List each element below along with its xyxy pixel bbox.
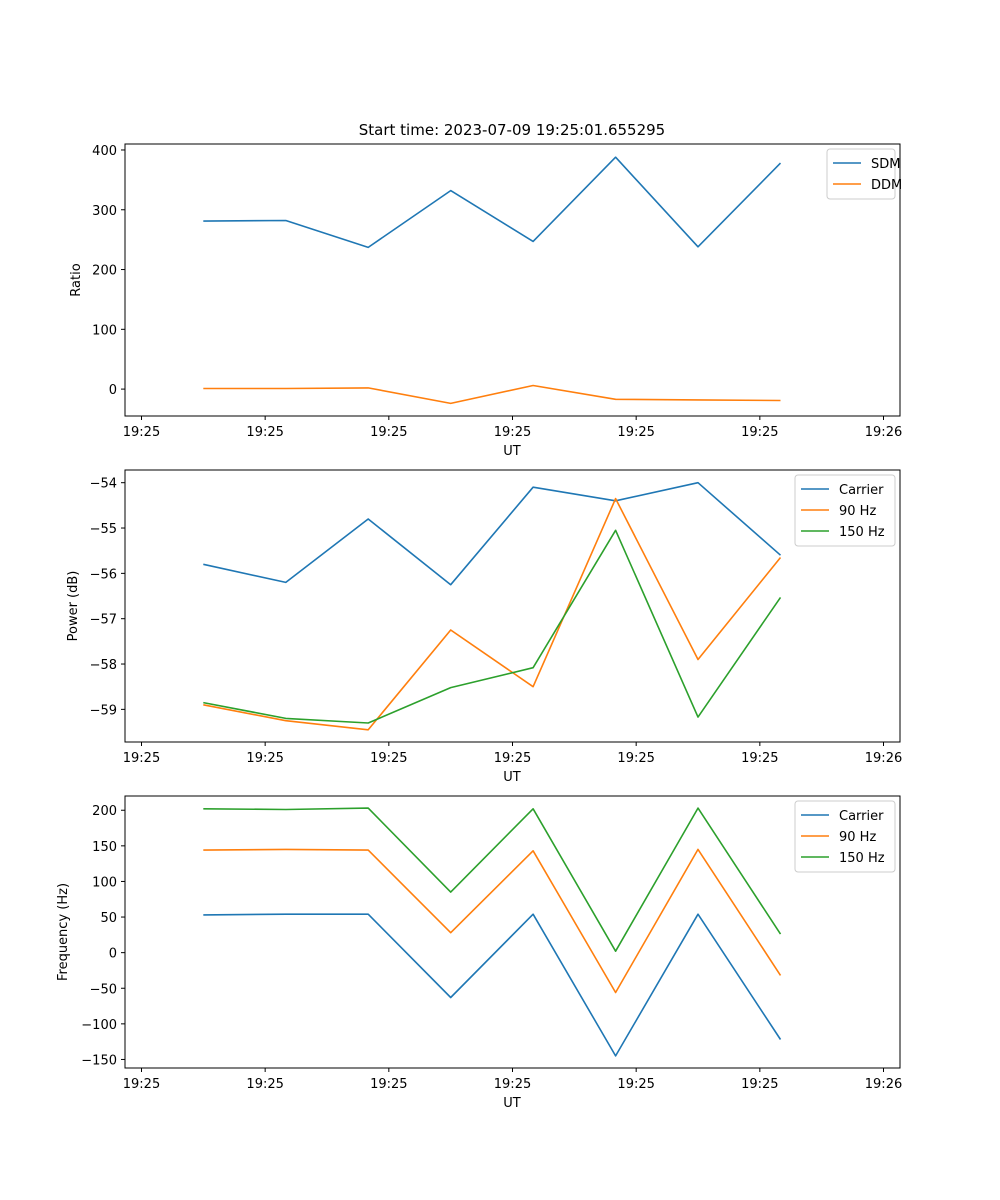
x-axis-label: UT	[503, 1096, 521, 1111]
y-tick-label: 100	[92, 323, 117, 338]
x-tick-label: 19:25	[370, 1077, 407, 1092]
x-tick-label: 19:26	[865, 751, 902, 766]
y-tick-label: 50	[100, 911, 117, 926]
figure-title: Start time: 2023-07-09 19:25:01.655295	[359, 121, 665, 139]
x-axis-label: UT	[503, 444, 521, 459]
x-axis-label: UT	[503, 770, 521, 785]
x-tick-label: 19:25	[494, 751, 531, 766]
x-tick-label: 19:25	[246, 751, 283, 766]
y-tick-label: −57	[90, 613, 117, 628]
x-tick-label: 19:25	[246, 1077, 283, 1092]
x-tick-label: 19:25	[617, 1077, 654, 1092]
y-tick-label: 0	[109, 383, 117, 398]
series-line-carrier	[203, 913, 782, 1057]
x-tick-label: 19:25	[741, 1077, 778, 1092]
legend: Carrier 90 Hz 150 Hz	[794, 474, 896, 547]
y-tick-label: −50	[90, 982, 117, 997]
y-tick-label: 300	[92, 204, 117, 219]
series-line-90-hz	[203, 497, 782, 731]
x-tick-label: 19:25	[617, 425, 654, 440]
series-line-150-hz	[203, 529, 782, 724]
y-tick-label: 400	[92, 144, 117, 159]
x-tick-label: 19:25	[370, 751, 407, 766]
chart-panel-3: 19:25 19:25 19:25 19:25 19:25 19:25 19:26 −150 −…	[56, 795, 902, 1111]
y-tick-label: −150	[81, 1053, 117, 1068]
series-line-carrier	[203, 481, 782, 586]
x-tick-label: 19:25	[741, 751, 778, 766]
y-axis-label: Ratio	[69, 263, 84, 296]
legend-label: SDM	[871, 157, 900, 172]
y-tick-label: −55	[90, 522, 117, 537]
y-tick-label: −56	[90, 567, 117, 582]
legend-label: Carrier	[839, 809, 884, 824]
y-tick-label: 150	[92, 840, 117, 855]
legend-box	[794, 474, 896, 547]
y-tick-label: −54	[90, 477, 117, 492]
legend-box	[794, 800, 896, 873]
series-line-sdm	[203, 156, 782, 249]
legend-label: Carrier	[839, 483, 884, 498]
chart-panel-1: 19:25 19:25 19:25 19:25 19:25 19:25 19:26 0 100 2…	[69, 143, 902, 459]
legend-label: 150 Hz	[839, 525, 885, 540]
x-tick-label: 19:25	[123, 1077, 160, 1092]
axes-frame	[124, 143, 901, 417]
y-tick-label: 200	[92, 804, 117, 819]
x-tick-label: 19:25	[123, 751, 160, 766]
x-tick-label: 19:25	[246, 425, 283, 440]
series-line-90-hz	[203, 848, 782, 994]
y-axis-label: Power (dB)	[66, 571, 81, 642]
legend-label: DDM	[871, 178, 902, 193]
series-line-ddm	[203, 384, 781, 405]
chart-panels: 19:25 19:25 19:25 19:25 19:25 19:25 19:26 0 100 2…	[56, 143, 902, 1111]
x-tick-label: 19:25	[370, 425, 407, 440]
y-tick-label: −59	[90, 703, 117, 718]
x-tick-label: 19:25	[741, 425, 778, 440]
series-line-150-hz	[203, 807, 782, 953]
legend-label: 90 Hz	[839, 830, 876, 845]
legend-label: 90 Hz	[839, 504, 876, 519]
y-tick-label: 100	[92, 875, 117, 890]
legend: SDM DDM	[826, 148, 902, 200]
x-tick-label: 19:26	[865, 425, 902, 440]
x-tick-label: 19:25	[123, 425, 160, 440]
chart-panel-2: 19:25 19:25 19:25 19:25 19:25 19:25 19:26 −59 −5…	[66, 469, 902, 785]
legend: Carrier 90 Hz 150 Hz	[794, 800, 896, 873]
x-tick-label: 19:26	[865, 1077, 902, 1092]
legend-box	[826, 148, 896, 200]
x-tick-label: 19:25	[494, 425, 531, 440]
legend-label: 150 Hz	[839, 851, 885, 866]
y-tick-label: 200	[92, 264, 117, 279]
x-tick-label: 19:25	[617, 751, 654, 766]
y-tick-label: −58	[90, 658, 117, 673]
axes-frame	[124, 795, 901, 1069]
y-tick-label: 0	[109, 947, 117, 962]
y-tick-label: −100	[81, 1018, 117, 1033]
x-tick-label: 19:25	[494, 1077, 531, 1092]
y-axis-label: Frequency (Hz)	[56, 883, 71, 981]
